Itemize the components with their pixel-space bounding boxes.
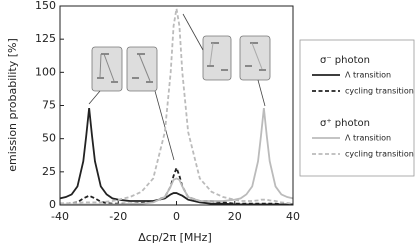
y-tick-label: 100 <box>35 65 56 78</box>
series-line <box>60 8 294 205</box>
legend-label: cycling transition <box>345 150 414 159</box>
y-tick-label: 50 <box>42 132 56 145</box>
legend-label: Λ transition <box>345 134 391 143</box>
y-tick-label: 25 <box>42 165 56 178</box>
x-tick-label: -40 <box>51 210 69 223</box>
x-axis-label: Δcp/2π [MHz] <box>138 231 212 244</box>
y-tick-label: 125 <box>35 32 56 45</box>
legend: σ⁻ photon Λ transition cycling transition σ… <box>312 55 414 159</box>
level-diagrams <box>91 35 271 92</box>
y-tick-label: 0 <box>49 198 56 211</box>
series-line <box>60 108 294 206</box>
x-tick-label: 0 <box>173 210 180 223</box>
y-axis-label: emission probability [%] <box>6 38 19 171</box>
y-tick-label: 75 <box>42 99 56 112</box>
legend-label: cycling transition <box>345 87 414 96</box>
level-lines <box>97 42 266 83</box>
y-tick-label: 150 <box>35 0 56 12</box>
series-line <box>60 165 293 206</box>
legend-label: Λ transition <box>345 71 391 80</box>
legend-title: σ⁺ photon <box>320 118 370 129</box>
legend-title: σ⁻ photon <box>320 55 370 66</box>
plot-frame <box>59 5 294 206</box>
x-tick-label: -20 <box>109 210 127 223</box>
arrows <box>88 13 266 161</box>
x-tick-label: 40 <box>286 210 300 223</box>
x-tick-label: 20 <box>228 210 242 223</box>
